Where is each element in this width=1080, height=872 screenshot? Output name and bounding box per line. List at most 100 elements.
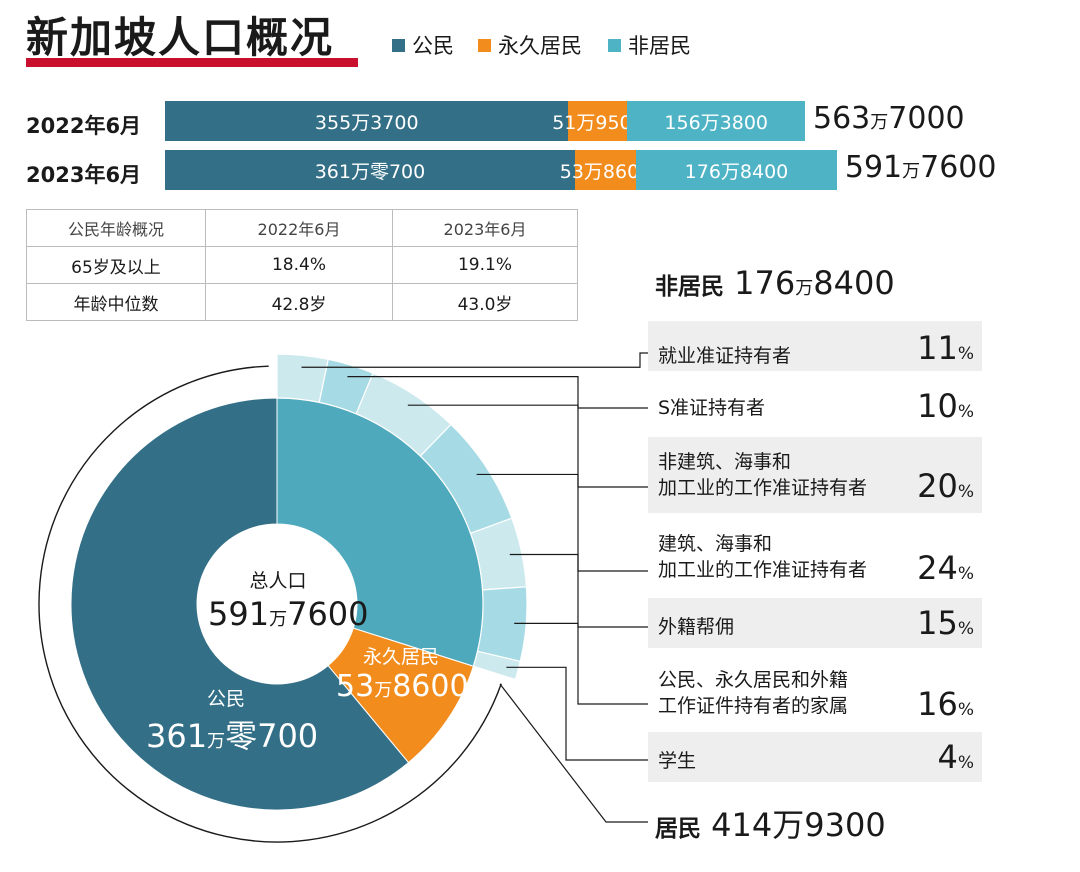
breakdown-pct-num: 10 (917, 387, 958, 425)
donut-center-title: 总人口 (249, 570, 307, 592)
breakdown-label-line: 就业准证持有者 (658, 345, 792, 367)
legend-item-nonresident: 非居民 (608, 30, 691, 60)
breakdown-pct-unit: % (957, 482, 974, 502)
leader-line (301, 352, 648, 368)
bar-total-wan-2023: 万 (902, 161, 921, 182)
non-resident-heading: 非居民 176万8400 (655, 264, 895, 302)
bar-total-rest-2022: 7000 (888, 101, 965, 136)
bar-label-pr-2023: 53万8600 (559, 160, 652, 183)
donut-subsegment (476, 586, 528, 663)
legend-swatch-citizen (392, 38, 405, 52)
bar-segment-pr-2023: 53万8600 (560, 150, 651, 190)
bar-total-num-2022: 563 (813, 101, 871, 136)
breakdown-row-dependants: 公民、永久居民和外籍 工作证件持有者的家属 16% (648, 657, 982, 727)
breakdown-label-line: 加工业的工作准证持有者 (658, 477, 868, 499)
bar-label-nonresident-2023: 176万8400 (684, 160, 789, 183)
slice-label-citizen: 公民 361万零700 (146, 684, 318, 757)
leader-line (509, 553, 648, 628)
non-resident-wan: 万 (795, 278, 814, 299)
breakdown-value: 4% (937, 738, 974, 776)
slice-label-citizen-name: 公民 (206, 688, 245, 710)
residents-ring (38, 365, 502, 843)
breakdown-label-line: 公民、永久居民和外籍 (658, 669, 849, 691)
legend-label-nonresident: 非居民 (628, 34, 691, 58)
non-resident-num: 176 (734, 264, 796, 302)
breakdown-label-line: S准证持有者 (658, 397, 766, 419)
breakdown-label: S准证持有者 (658, 395, 765, 421)
table-cell: 18.4% (205, 246, 393, 284)
bar-total-rest-2023: 7600 (920, 150, 997, 185)
bar-total-2023: 591万7600 (845, 150, 997, 185)
breakdown-label: 就业准证持有者 (658, 343, 791, 369)
slice-label-pr-value: 53万8600 (336, 669, 469, 704)
bar-segment-citizen-2023: 361万零700 (165, 150, 575, 190)
table-row: 年龄中位数 42.8岁 43.0岁 (26, 283, 578, 321)
breakdown-value: 24% (917, 549, 974, 587)
residents-title: 居民 (655, 816, 701, 842)
table-header-cell: 2022年6月 (205, 209, 393, 247)
legend-label-citizen: 公民 (412, 34, 454, 58)
stacked-bar-2023: 361万零700 53万8600 176万8400 (165, 150, 837, 190)
breakdown-pct-num: 4 (937, 738, 958, 776)
bar-label-nonresident-2022: 156万3800 (664, 111, 769, 134)
breakdown-value: 15% (917, 604, 974, 642)
bar-total-2022: 563万7000 (813, 101, 965, 136)
breakdown-value: 10% (917, 387, 974, 425)
donut-center-rest: 7600 (287, 595, 369, 633)
breakdown-label: 公民、永久居民和外籍 工作证件持有者的家属 (658, 667, 848, 719)
slice-label-citizen-value: 361万零700 (146, 711, 318, 757)
breakdown-label: 非建筑、海事和加工业的工作准证持有者 (658, 449, 867, 501)
table-cell: 43.0岁 (392, 283, 578, 321)
breakdown-label-line: 加工业的工作准证持有者 (658, 559, 868, 581)
table-header-cell: 2023年6月 (392, 209, 578, 247)
breakdown-pct-num: 11 (917, 329, 958, 367)
breakdown-pct-unit: % (957, 402, 974, 422)
breakdown-pct-num: 24 (917, 549, 958, 587)
table-row: 65岁及以上 18.4% 19.1% (26, 246, 578, 284)
breakdown-label-line: 工作证件持有者的家属 (658, 695, 849, 717)
bar-total-num-2023: 591 (844, 150, 903, 185)
bar-label-citizen-2023: 361万零700 (314, 160, 426, 183)
table-header-row: 公民年龄概况 2022年6月 2023年6月 (26, 209, 578, 247)
citizen-age-table: 公民年龄概况 2022年6月 2023年6月 65岁及以上 18.4% 19.1… (26, 209, 578, 321)
page-title: 新加坡人口概况 (26, 13, 335, 62)
bar-segment-nonresident-2023: 176万8400 (636, 150, 837, 190)
breakdown-pct-unit: % (957, 564, 974, 584)
slice-citizen-wan: 万 (207, 731, 226, 752)
slice-label-pr: 永久居民 53万8600 (336, 642, 469, 704)
breakdown-value: 11% (917, 329, 974, 367)
legend-swatch-nonresident (608, 38, 621, 52)
breakdown-label-line: 建筑、海事和 (658, 533, 773, 555)
bar-category-2023: 2023年6月 (26, 163, 142, 187)
slice-pr-wan: 万 (374, 680, 393, 701)
donut-hole (197, 524, 357, 684)
legend-swatch-pr (478, 38, 491, 52)
breakdown-row-students: 学生 4% (648, 732, 982, 782)
breakdown-label-line: 外籍帮佣 (658, 616, 735, 638)
bar-segment-pr-2022: 51万9500 (552, 101, 644, 141)
breakdown-value: 16% (917, 685, 974, 723)
breakdown-pct-num: 15 (917, 604, 958, 642)
breakdown-pct-num: 16 (917, 685, 958, 723)
breakdown-pct-unit: % (957, 753, 974, 773)
leader-line (407, 404, 648, 488)
donut-center-num: 591 (208, 595, 270, 633)
residents-leader-line (499, 683, 648, 823)
breakdown-pct-unit: % (957, 700, 974, 720)
residents-value: 414万9300 (711, 806, 886, 844)
legend-label-pr: 永久居民 (498, 34, 582, 58)
breakdown-label-line: 非建筑、海事和 (658, 451, 792, 473)
breakdown-pct-unit: % (957, 344, 974, 364)
legend-item-pr: 永久居民 (478, 30, 582, 60)
bar-total-wan-2022: 万 (870, 112, 889, 133)
residents-heading: 居民 414万9300 (655, 800, 886, 846)
breakdown-label-line: 学生 (658, 750, 697, 772)
non-resident-rest: 8400 (813, 264, 895, 302)
breakdown-pct-unit: % (957, 619, 974, 639)
bar-segment-citizen-2022: 355万3700 (165, 101, 569, 141)
bar-segment-nonresident-2022: 156万3800 (627, 101, 805, 141)
donut-center-wan: 万 (269, 609, 288, 630)
non-resident-title: 非居民 (655, 274, 724, 300)
breakdown-row-employment-pass: 就业准证持有者 11% (648, 321, 982, 371)
